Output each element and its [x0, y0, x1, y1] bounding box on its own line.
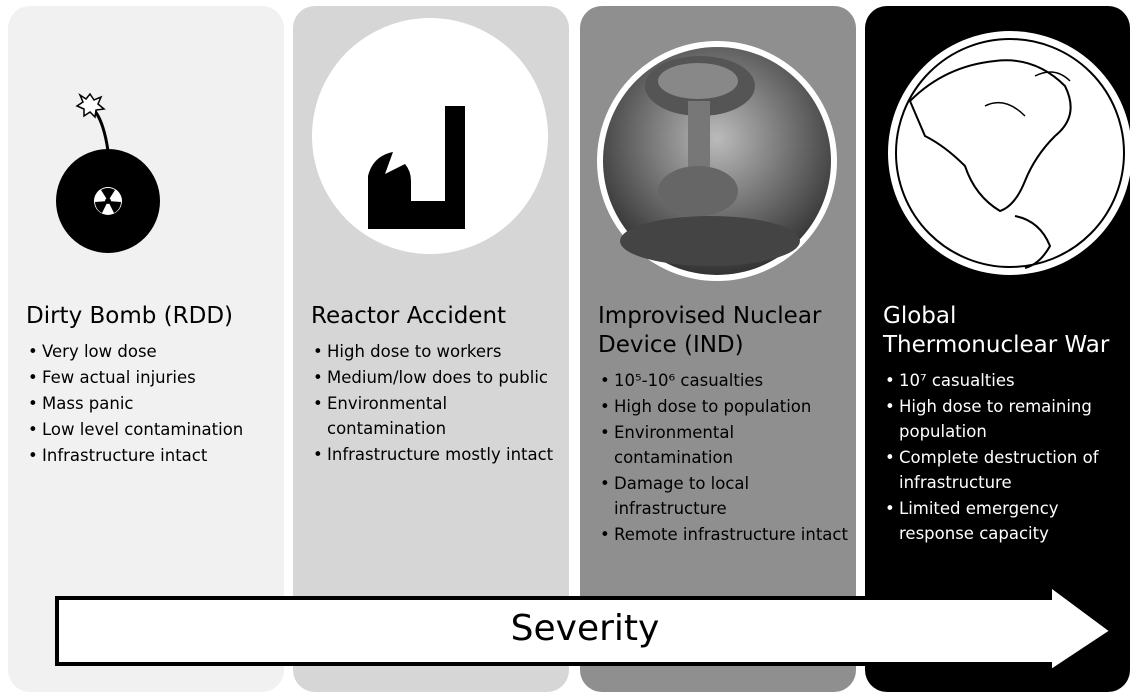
bullet: 10⁷ casualties [883, 368, 1122, 393]
bomb-icon [56, 92, 160, 253]
panel-title: Dirty Bomb (RDD) [26, 303, 234, 329]
bullet: Medium/low does to public [311, 365, 561, 390]
bullet: Low level contamination [26, 417, 276, 442]
bullet: High dose to workers [311, 339, 561, 364]
bullet-list: Very low doseFew actual injuriesMass pan… [26, 339, 276, 468]
panel-title: Reactor Accident [311, 303, 507, 329]
reactor-icon [312, 18, 548, 254]
bullet: Complete destruction of infrastructure [883, 445, 1122, 495]
bullet: Very low dose [26, 339, 276, 364]
bullet: Environmental contamination [598, 420, 848, 470]
panel: Improvised Nuclear Device (IND) 10⁵-10⁶ … [580, 6, 856, 692]
bullet: High dose to population [598, 394, 848, 419]
bullet: Few actual injuries [26, 365, 276, 390]
bullet: High dose to remaining population [883, 394, 1122, 444]
panel-text: Global Thermonuclear War 10⁷ casualtiesH… [883, 302, 1122, 547]
globe-icon [888, 31, 1130, 275]
bullet: Infrastructure intact [26, 443, 276, 468]
panel-text: Dirty Bomb (RDD) Very low doseFew actual… [26, 302, 276, 469]
bullet-list: 10⁵-10⁶ casualtiesHigh dose to populatio… [598, 368, 848, 547]
panel-text: Reactor Accident High dose to workersMed… [311, 302, 561, 468]
bullet: Remote infrastructure intact [598, 522, 848, 547]
panel-title: Improvised Nuclear Device (IND) [598, 303, 822, 358]
bullet: Infrastructure mostly intact [311, 442, 561, 467]
panel-text: Improvised Nuclear Device (IND) 10⁵-10⁶ … [598, 302, 848, 548]
bullet: Limited emergency response capacity [883, 496, 1122, 546]
bullet-list: 10⁷ casualtiesHigh dose to remaining pop… [883, 368, 1122, 546]
bullet: Environmental contamination [311, 391, 561, 441]
bullet: 10⁵-10⁶ casualties [598, 368, 848, 393]
panel: Reactor Accident High dose to workersMed… [293, 6, 569, 692]
bullet: Mass panic [26, 391, 276, 416]
mushroom-cloud-image [597, 41, 837, 281]
panel: Dirty Bomb (RDD) Very low doseFew actual… [8, 6, 284, 692]
bullet: Damage to local infrastructure [598, 471, 848, 521]
bullet-list: High dose to workersMedium/low does to p… [311, 339, 561, 467]
panel: Global Thermonuclear War 10⁷ casualtiesH… [865, 6, 1130, 692]
panel-title: Global Thermonuclear War [883, 303, 1110, 358]
